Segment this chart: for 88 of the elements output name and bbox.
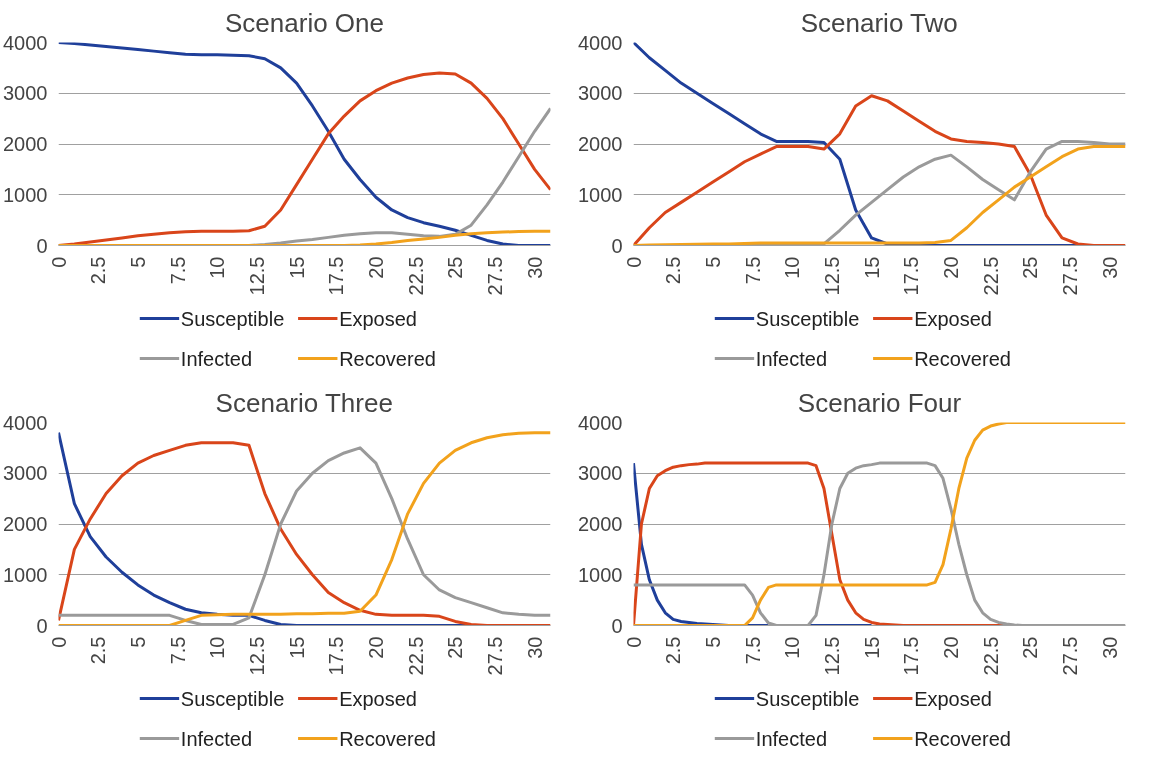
x-tick-label: 2.5 [662,256,685,285]
chart-title: Scenario One [225,7,384,38]
legend-label: Infected [180,347,253,370]
x-tick-label: 22.5 [979,256,1002,296]
x-tick-label: 27.5 [483,636,506,676]
chart-title: Scenario Two [800,7,958,38]
x-tick-label: 17.5 [900,636,923,676]
x-tick-label: 5 [126,636,149,648]
x-tick-label: 15 [285,256,308,279]
legend-label: Exposed [914,307,992,330]
x-tick-label: 7.5 [741,636,764,665]
y-tick-label: 1000 [3,563,48,586]
y-tick-label: 1000 [578,183,623,206]
x-tick-label: 10 [206,636,229,659]
x-tick-label: 10 [781,636,804,659]
x-tick-label: 20 [364,636,387,659]
x-tick-label: 10 [206,256,229,279]
y-tick-label: 3000 [3,82,48,105]
x-tick-label: 25 [1019,636,1042,659]
y-tick-label: 2000 [3,513,48,535]
legend-label: Infected [755,727,828,750]
y-tick-label: 4000 [578,31,623,54]
y-tick-label: 2000 [578,133,623,155]
x-tick-label: 0 [47,256,70,268]
legend-label: Susceptible [755,687,860,710]
x-tick-label: 22.5 [404,256,427,296]
x-tick-label: 15 [860,636,883,659]
legend-label: Exposed [914,687,992,710]
x-tick-label: 5 [701,256,724,268]
legend-label: Infected [180,727,253,750]
x-tick-label: 0 [622,636,645,648]
x-tick-label: 2.5 [87,256,110,285]
x-tick-label: 7.5 [166,636,189,665]
x-tick-label: 20 [939,256,962,279]
y-tick-label: 1000 [3,183,48,206]
x-tick-label: 12.5 [245,256,268,296]
y-tick-label: 2000 [578,513,623,535]
x-tick-label: 12.5 [820,636,843,676]
x-tick-label: 30 [1098,256,1121,279]
x-tick-label: 15 [860,256,883,279]
x-tick-label: 25 [1019,256,1042,279]
x-tick-label: 2.5 [662,636,685,665]
x-tick-label: 5 [701,636,724,648]
legend-label: Susceptible [755,307,860,330]
x-tick-label: 22.5 [979,636,1002,676]
chart-title: Scenario Four [797,387,962,418]
x-tick-label: 30 [1098,636,1121,659]
x-tick-label: 2.5 [87,636,110,665]
x-tick-label: 27.5 [1058,256,1081,296]
x-tick-label: 7.5 [741,256,764,285]
y-tick-label: 3000 [578,82,623,105]
y-tick-label: 3000 [3,462,48,485]
x-tick-label: 20 [939,636,962,659]
x-tick-label: 0 [622,256,645,268]
x-tick-label: 5 [126,256,149,268]
x-tick-label: 30 [523,636,546,659]
chart-title: Scenario Three [215,387,393,418]
x-tick-label: 27.5 [1058,636,1081,676]
legend-label: Exposed [339,307,417,330]
x-tick-label: 17.5 [325,636,348,676]
legend-label: Recovered [914,347,1011,370]
x-tick-label: 12.5 [820,256,843,296]
legend-label: Infected [755,347,828,370]
x-tick-label: 25 [444,256,467,279]
x-tick-label: 25 [444,636,467,659]
x-tick-label: 12.5 [245,636,268,676]
x-tick-label: 15 [285,636,308,659]
x-tick-label: 22.5 [404,636,427,676]
x-tick-label: 10 [781,256,804,279]
x-tick-label: 30 [523,256,546,279]
x-tick-label: 0 [47,636,70,648]
y-tick-label: 2000 [3,133,48,155]
legend-label: Exposed [339,687,417,710]
y-tick-label: 3000 [578,462,623,485]
y-tick-label: 4000 [578,411,623,434]
y-tick-label: 4000 [3,411,48,434]
y-tick-label: 4000 [3,31,48,54]
legend-label: Susceptible [180,687,285,710]
legend-label: Recovered [914,727,1011,750]
legend-label: Recovered [339,727,436,750]
legend-label: Recovered [339,347,436,370]
x-tick-label: 17.5 [900,256,923,296]
x-tick-label: 20 [364,256,387,279]
x-tick-label: 27.5 [483,256,506,296]
y-tick-label: 1000 [578,563,623,586]
legend-label: Susceptible [180,307,285,330]
x-tick-label: 17.5 [325,256,348,296]
x-tick-label: 7.5 [166,256,189,285]
